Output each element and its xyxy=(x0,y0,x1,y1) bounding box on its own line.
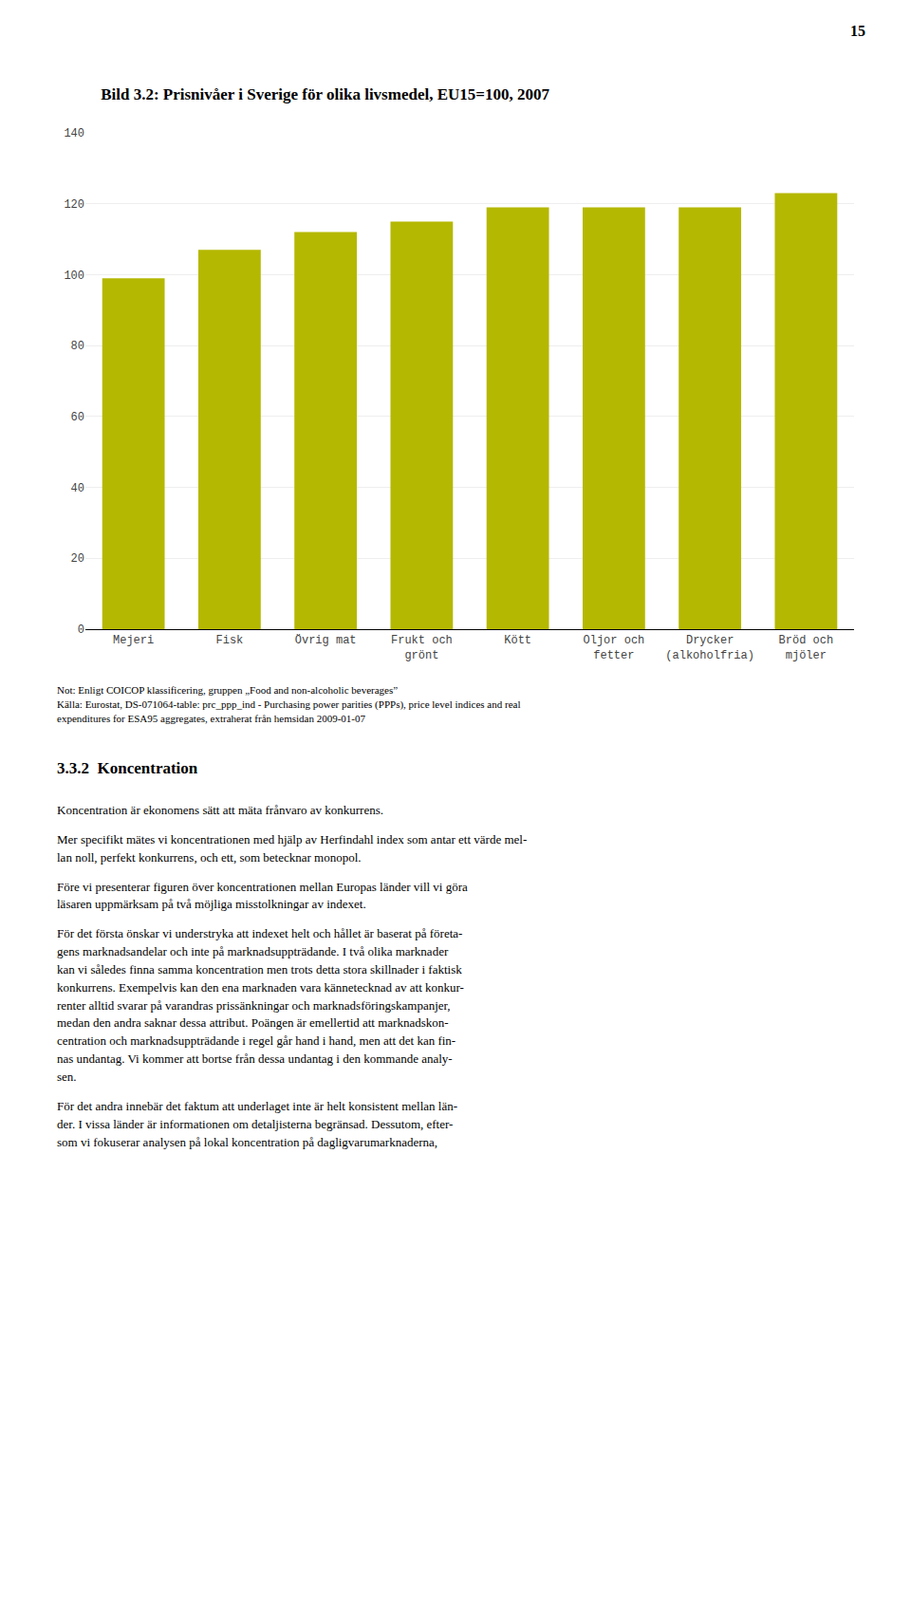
svg-text:Frukt ochgrönt: Frukt ochgrönt xyxy=(390,633,453,663)
svg-text:0: 0 xyxy=(77,623,85,637)
svg-text:60: 60 xyxy=(71,410,85,425)
html-text:För det första önskar vi under: För det första önskar vi understryka att… xyxy=(56,926,464,1084)
html-text:Koncentration är ekonomens sät: Koncentration är ekonomens sätt att mäta… xyxy=(56,802,384,818)
svg-text:120: 120 xyxy=(63,198,85,212)
svg-text:Bild 3.2: Prisnivåer i Sverige: Bild 3.2: Prisnivåer i Sverige för olika… xyxy=(100,85,550,104)
svg-text:20: 20 xyxy=(71,552,85,566)
svg-text:140: 140 xyxy=(63,127,85,141)
svg-text:Drycker(alkoholfria): Drycker(alkoholfria) xyxy=(665,633,755,663)
svg-text:40: 40 xyxy=(71,482,85,496)
html-text:För det andra innebär det fakt: För det andra innebär det faktum att und… xyxy=(56,1098,458,1149)
html-text:Not: Enligt COICOP klassificer: Not: Enligt COICOP klassificering, grupp… xyxy=(56,684,521,724)
svg-text:Fisk: Fisk xyxy=(215,633,243,648)
html-text:Mer specifikt mätes vi koncent: Mer specifikt mätes vi koncentrationen m… xyxy=(56,832,527,865)
html-text:Före vi presenterar figuren öv: Före vi presenterar figuren över koncent… xyxy=(56,879,468,912)
svg-text:80: 80 xyxy=(71,339,85,354)
html-text:15: 15 xyxy=(850,22,866,39)
svg-text:Bröd ochmjöler: Bröd ochmjöler xyxy=(779,633,835,663)
svg-text:Övrig mat: Övrig mat xyxy=(295,633,357,648)
svg-text:Oljor ochfetter: Oljor ochfetter xyxy=(582,633,645,663)
svg-text:Kött: Kött xyxy=(503,633,532,648)
svg-text:100: 100 xyxy=(63,269,85,283)
svg-text:Mejeri: Mejeri xyxy=(112,633,154,648)
html-text:3.3.2 Koncentration: 3.3.2 Koncentration xyxy=(56,759,198,778)
